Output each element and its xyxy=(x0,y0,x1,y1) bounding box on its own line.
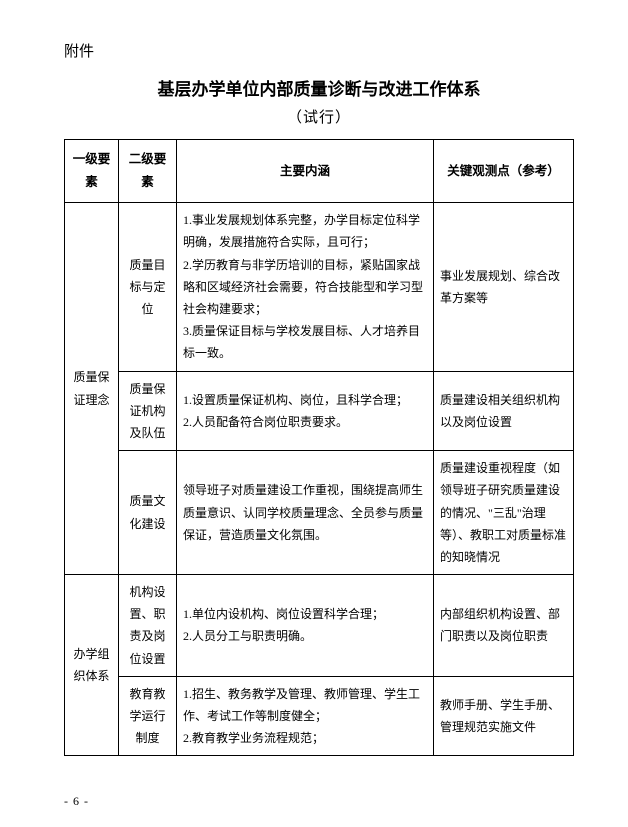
lvl2-cell: 质量目标与定位 xyxy=(119,203,177,371)
table-row: 质量文化建设 领导班子对质量建设工作重视，围绕提高师生质量意识、认同学校质量理念… xyxy=(65,451,574,575)
table-header-row: 一级要素 二级要素 主要内涵 关键观测点（参考） xyxy=(65,140,574,203)
lvl2-cell: 质量文化建设 xyxy=(119,451,177,575)
lvl1-cell: 质量保证理念 xyxy=(65,203,119,575)
header-col3: 主要内涵 xyxy=(177,140,434,203)
lvl1-cell: 办学组织体系 xyxy=(65,575,119,756)
page-title: 基层办学单位内部质量诊断与改进工作体系 xyxy=(64,75,574,100)
table-row: 质量保证机构及队伍 1.设置质量保证机构、岗位，且科学合理；2.人员配备符合岗位… xyxy=(65,371,574,451)
header-col2: 二级要素 xyxy=(119,140,177,203)
content-cell: 1.设置质量保证机构、岗位，且科学合理；2.人员配备符合岗位职责要求。 xyxy=(177,371,434,451)
content-cell: 1.招生、教务教学及管理、教师管理、学生工作、考试工作等制度健全；2.教育教学业… xyxy=(177,676,434,756)
obs-cell: 质量建设重视程度（如领导班子研究质量建设的情况、"三乱"治理等）、教职工对质量标… xyxy=(434,451,574,575)
table-row: 质量保证理念 质量目标与定位 1.事业发展规划体系完整，办学目标定位科学明确，发… xyxy=(65,203,574,371)
obs-cell: 事业发展规划、综合改革方案等 xyxy=(434,203,574,371)
attachment-label: 附件 xyxy=(64,40,574,61)
header-col1: 一级要素 xyxy=(65,140,119,203)
page: 附件 基层办学单位内部质量诊断与改进工作体系 （试行） 一级要素 二级要素 主要… xyxy=(0,0,628,827)
obs-cell: 内部组织机构设置、部门职责以及岗位职责 xyxy=(434,575,574,677)
content-cell: 1.单位内设机构、岗位设置科学合理；2.人员分工与职责明确。 xyxy=(177,575,434,677)
page-subtitle: （试行） xyxy=(64,106,574,127)
table-row: 办学组织体系 机构设置、职责及岗位设置 1.单位内设机构、岗位设置科学合理；2.… xyxy=(65,575,574,677)
obs-cell: 教师手册、学生手册、管理规范实施文件 xyxy=(434,676,574,756)
main-table: 一级要素 二级要素 主要内涵 关键观测点（参考） 质量保证理念 质量目标与定位 … xyxy=(64,139,574,756)
lvl2-cell: 机构设置、职责及岗位设置 xyxy=(119,575,177,677)
header-col4: 关键观测点（参考） xyxy=(434,140,574,203)
lvl2-cell: 教育教学运行制度 xyxy=(119,676,177,756)
obs-cell: 质量建设相关组织机构以及岗位设置 xyxy=(434,371,574,451)
table-row: 教育教学运行制度 1.招生、教务教学及管理、教师管理、学生工作、考试工作等制度健… xyxy=(65,676,574,756)
content-cell: 领导班子对质量建设工作重视，围绕提高师生质量意识、认同学校质量理念、全员参与质量… xyxy=(177,451,434,575)
content-cell: 1.事业发展规划体系完整，办学目标定位科学明确，发展措施符合实际，且可行；2.学… xyxy=(177,203,434,371)
lvl2-cell: 质量保证机构及队伍 xyxy=(119,371,177,451)
page-number: - 6 - xyxy=(64,794,89,809)
